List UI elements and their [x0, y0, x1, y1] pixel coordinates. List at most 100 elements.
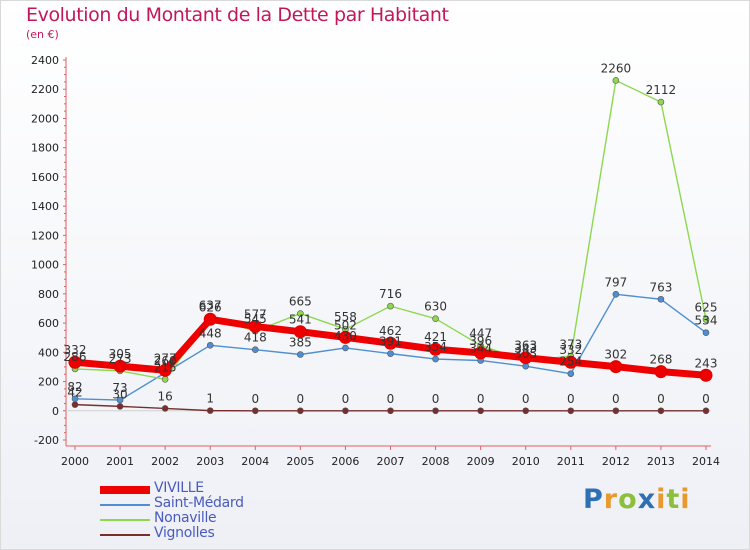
data-label: 0 — [567, 392, 575, 406]
logo-letter: P — [583, 484, 604, 515]
x-tick-label: 2006 — [331, 455, 359, 468]
x-tick-label: 2013 — [647, 455, 675, 468]
data-label: 0 — [477, 392, 485, 406]
logo-letter: t — [666, 484, 681, 515]
data-label: 363 — [514, 339, 537, 353]
data-label: 545 — [244, 312, 267, 326]
x-tick-label: 2000 — [61, 455, 89, 468]
data-point — [251, 407, 259, 415]
data-point — [657, 407, 665, 415]
data-label: 391 — [379, 335, 402, 349]
legend-label: Saint-Médard — [154, 495, 244, 511]
data-label: 418 — [244, 331, 267, 345]
data-point — [477, 407, 484, 415]
data-label: 82 — [67, 380, 82, 394]
data-point — [293, 325, 307, 339]
x-tick-label: 2012 — [602, 455, 630, 468]
data-label: 1 — [206, 392, 214, 406]
data-point — [612, 407, 620, 415]
data-point — [654, 365, 668, 379]
data-point — [609, 360, 623, 374]
data-label: 0 — [342, 392, 350, 406]
y-tick-label: 2000 — [31, 112, 59, 125]
data-point — [567, 407, 575, 415]
x-tick-label: 2005 — [286, 455, 314, 468]
data-point — [338, 330, 352, 344]
data-label: 716 — [379, 287, 402, 301]
y-tick-label: 2400 — [31, 54, 59, 67]
data-label: 243 — [695, 356, 718, 370]
data-point — [116, 396, 124, 404]
data-label: 2112 — [646, 83, 677, 97]
y-tick-label: 1800 — [31, 142, 59, 155]
data-point — [68, 355, 82, 369]
proxiti-logo: Proxiti — [583, 484, 691, 515]
data-label: 0 — [702, 392, 710, 406]
data-point — [206, 341, 214, 349]
data-point — [429, 342, 443, 356]
data-point — [699, 368, 713, 382]
y-tick-label: 1600 — [31, 171, 59, 184]
data-label: 396 — [469, 334, 492, 348]
data-point — [702, 329, 710, 337]
data-point — [657, 295, 665, 303]
y-tick-label: -200 — [34, 434, 59, 447]
data-point — [251, 346, 259, 353]
data-point — [564, 355, 578, 369]
data-label: 277 — [154, 351, 177, 365]
x-tick-label: 2009 — [467, 455, 495, 468]
data-label: 0 — [432, 392, 440, 406]
data-point — [612, 77, 620, 84]
data-point — [702, 407, 710, 415]
data-label: 421 — [424, 330, 447, 344]
data-point — [432, 315, 439, 322]
data-point — [342, 407, 349, 415]
y-tick-label: 1000 — [31, 259, 59, 272]
data-label: 0 — [297, 392, 305, 406]
x-tick-label: 2001 — [106, 455, 134, 468]
data-label: 0 — [657, 392, 665, 406]
data-point — [203, 312, 217, 326]
data-label: 558 — [334, 310, 357, 324]
y-tick-label: 2200 — [31, 83, 59, 96]
y-tick-label: 600 — [38, 317, 59, 330]
data-point — [71, 395, 79, 403]
data-label: 665 — [289, 295, 312, 309]
x-tick-label: 2007 — [377, 455, 405, 468]
data-label: 577 — [244, 307, 267, 321]
data-label: 430 — [334, 329, 357, 343]
data-point — [342, 344, 349, 352]
data-point — [702, 316, 710, 323]
data-label: 385 — [289, 336, 312, 350]
data-point — [657, 98, 665, 106]
data-point — [116, 403, 124, 410]
data-label: 0 — [612, 392, 620, 406]
legend-label: Vignolles — [154, 525, 215, 541]
data-point — [161, 376, 169, 383]
data-label: 625 — [695, 300, 718, 314]
data-label: 637 — [199, 299, 222, 313]
data-point — [248, 319, 262, 333]
data-point — [158, 363, 172, 377]
data-point — [387, 302, 394, 310]
y-tick-label: 1200 — [31, 229, 59, 242]
logo-letter: x — [637, 484, 657, 515]
logo-letter: i — [656, 484, 667, 515]
data-point — [297, 407, 304, 415]
x-tick-label: 2008 — [422, 455, 450, 468]
data-point — [612, 290, 620, 298]
data-label: 254 — [559, 355, 582, 369]
data-label: 626 — [199, 300, 222, 314]
data-label: 286 — [64, 350, 87, 364]
data-label: 332 — [559, 343, 582, 357]
data-point — [567, 370, 575, 377]
data-label: 797 — [604, 275, 627, 289]
data-label: 42 — [67, 386, 82, 400]
data-label: 502 — [334, 318, 357, 332]
legend-swatch — [100, 486, 150, 494]
data-point — [161, 405, 169, 412]
data-point — [474, 346, 488, 360]
x-tick-label: 2010 — [512, 455, 540, 468]
data-label: 541 — [289, 313, 312, 327]
legend-swatch — [100, 504, 150, 506]
